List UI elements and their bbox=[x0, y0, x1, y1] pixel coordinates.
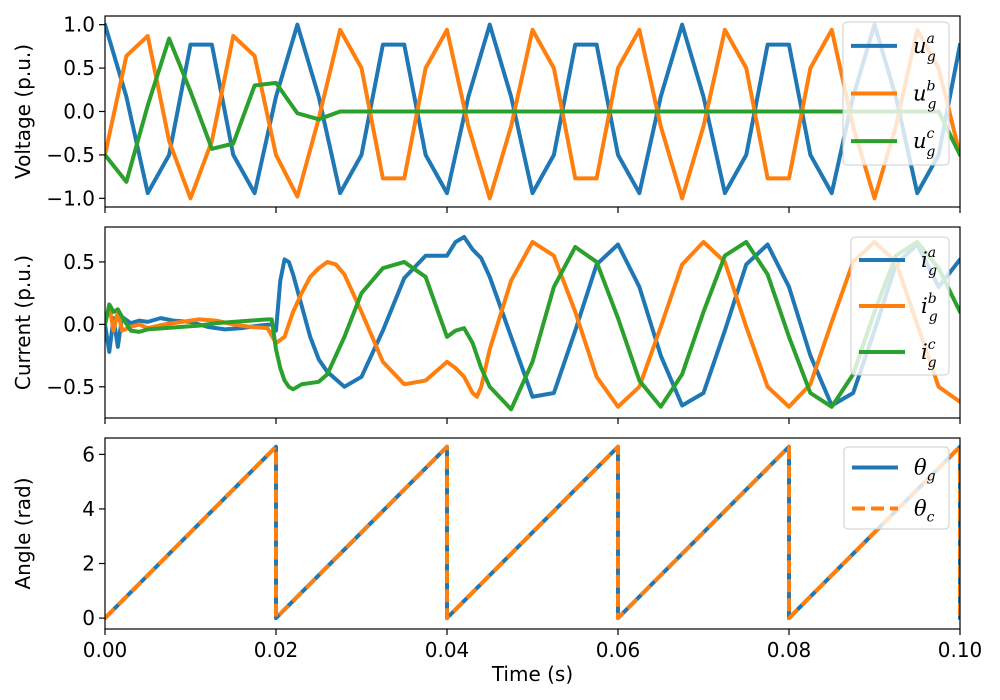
x-axis-label: Time (s) bbox=[491, 662, 573, 686]
x-tick-label: 0.04 bbox=[425, 638, 470, 662]
legend-label: θc bbox=[914, 497, 935, 526]
y-tick-label: 0 bbox=[82, 606, 95, 630]
y-axis-label: Current (p.u.) bbox=[11, 255, 35, 390]
y-tick-label: 1.0 bbox=[63, 13, 95, 37]
x-tick-label: 0.06 bbox=[596, 638, 641, 662]
x-tick-label: 0.08 bbox=[767, 638, 812, 662]
axes-frame bbox=[104, 226, 961, 419]
y-tick-label: 2 bbox=[82, 552, 95, 576]
legend-label: ib g bbox=[921, 291, 938, 325]
series-line-θ-c bbox=[105, 444, 960, 621]
legend-label: ia g bbox=[921, 245, 937, 279]
y-tick-label: 0.0 bbox=[63, 100, 95, 124]
legend-label: θg bbox=[914, 456, 936, 485]
legend-label: ic g bbox=[921, 337, 937, 371]
legend: θg θc bbox=[843, 446, 950, 530]
series-line-u-b bbox=[105, 27, 960, 201]
legend: ia g ib g ic g bbox=[850, 236, 950, 376]
y-tick-label: −1.0 bbox=[46, 186, 95, 210]
y-tick-label: 4 bbox=[82, 497, 95, 521]
y-tick-label: 0.0 bbox=[63, 312, 95, 336]
x-tick-label: 0.02 bbox=[254, 638, 299, 662]
y-tick-label: −0.5 bbox=[46, 143, 95, 167]
legend-label: ua g bbox=[913, 31, 936, 65]
series-line-i-c bbox=[105, 239, 960, 412]
series-line-i-b bbox=[105, 239, 960, 409]
angle-panel: 0 2 4 6 0.00 0.02 0.04 0.06 0.08 0.10 Angle (rad) T… bbox=[11, 437, 983, 686]
series-line-u-a bbox=[105, 22, 960, 196]
current-panel: −0.5 0.0 0.5 Current (p.u.) ia g ib g ic g bbox=[11, 226, 961, 424]
voltage-panel: −1.0 −0.5 0.0 0.5 1.0 Voltage (p.u.) ua g ub g uc g bbox=[11, 13, 961, 213]
y-tick-label: 0.5 bbox=[63, 250, 95, 274]
y-axis-label: Angle (rad) bbox=[11, 477, 35, 589]
x-tick-label: 0.00 bbox=[83, 638, 128, 662]
x-tick-label: 0.10 bbox=[938, 638, 983, 662]
y-tick-label: 6 bbox=[82, 442, 95, 466]
axes-frame bbox=[104, 437, 961, 630]
legend-label: uc g bbox=[913, 126, 935, 160]
y-axis-label: Voltage (p.u.) bbox=[11, 44, 35, 179]
legend-label: ub g bbox=[913, 79, 937, 113]
y-tick-label: 0.5 bbox=[63, 56, 95, 80]
y-tick-label: −0.5 bbox=[46, 375, 95, 399]
legend: ua g ub g uc g bbox=[842, 21, 950, 166]
series-line-θ-g bbox=[105, 444, 960, 621]
series-line-u-c bbox=[105, 36, 960, 184]
